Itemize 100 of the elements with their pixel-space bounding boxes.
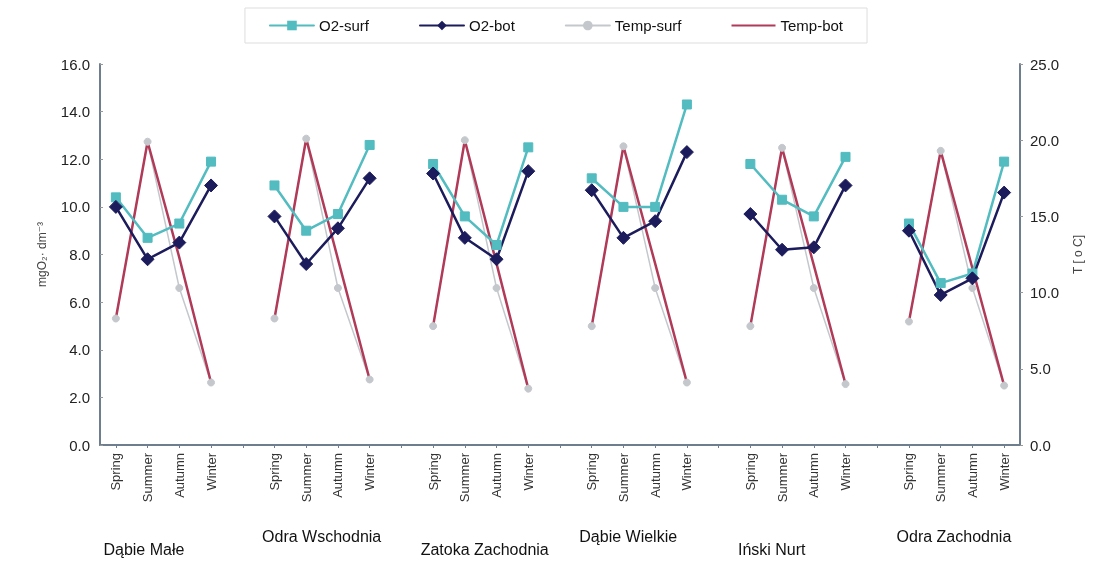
point xyxy=(364,139,375,150)
x-tick-label: Spring xyxy=(108,453,124,491)
point xyxy=(743,207,758,222)
point xyxy=(682,378,691,387)
point xyxy=(809,284,818,293)
y-tick-label: 4.0 xyxy=(69,341,90,359)
point xyxy=(965,271,980,286)
point xyxy=(999,156,1010,167)
text: Zatoka Zachodnia xyxy=(420,540,549,558)
point xyxy=(204,178,219,193)
y-tick-label: 10.0 xyxy=(60,198,90,216)
y2-tick-label: 0.0 xyxy=(1030,436,1051,454)
point xyxy=(459,211,470,222)
y-tick-label: 12.0 xyxy=(60,150,90,168)
y-axis-title: mgO₂· dm⁻³ xyxy=(35,222,49,287)
point xyxy=(140,252,155,267)
point xyxy=(172,235,187,250)
y-tick-label: 6.0 xyxy=(69,293,90,311)
x-tick-label: Summer xyxy=(140,452,156,503)
point xyxy=(679,145,694,160)
point xyxy=(778,143,787,152)
point xyxy=(841,380,850,389)
legend-label: O2-surf xyxy=(318,17,370,34)
y2-tick-label: 15.0 xyxy=(1030,207,1060,225)
y-tick-label: 0.0 xyxy=(69,436,90,454)
point xyxy=(651,284,660,293)
point xyxy=(904,317,913,326)
point xyxy=(840,151,851,162)
point xyxy=(997,185,1012,200)
point xyxy=(587,322,596,331)
y-tick-label: 2.0 xyxy=(69,388,90,406)
text: Odra Zachodnia xyxy=(896,527,1012,545)
x-tick-label: Winter xyxy=(996,452,1012,491)
point xyxy=(457,230,472,245)
point xyxy=(616,230,631,245)
point xyxy=(460,136,469,145)
x-tick-label: Summer xyxy=(298,452,314,503)
point xyxy=(491,239,502,250)
point xyxy=(933,287,948,302)
y-tick-label: 16.0 xyxy=(60,55,90,73)
x-tick-label: Spring xyxy=(901,453,917,491)
point xyxy=(618,201,629,212)
legend-label: Temp-bot xyxy=(780,17,844,34)
x-tick-label: Spring xyxy=(742,453,758,491)
point xyxy=(648,214,663,229)
x-tick-label: Autumn xyxy=(964,453,980,498)
point xyxy=(302,134,311,143)
point xyxy=(808,211,819,222)
x-tick-label: Winter xyxy=(838,452,854,491)
x-tick-label: Spring xyxy=(266,453,282,491)
y2-tick-label: 25.0 xyxy=(1030,55,1060,73)
point xyxy=(332,209,343,220)
y2-tick-label: 20.0 xyxy=(1030,131,1060,149)
point xyxy=(968,284,977,293)
point xyxy=(775,242,790,257)
point xyxy=(299,257,314,272)
point xyxy=(429,322,438,331)
point xyxy=(428,159,439,170)
point xyxy=(524,384,533,393)
point xyxy=(806,240,821,255)
point xyxy=(777,194,788,205)
x-tick-label: Spring xyxy=(584,453,600,491)
y2-tick-label: 10.0 xyxy=(1030,284,1060,302)
x-tick-label: Winter xyxy=(520,452,536,491)
y-tick-label: 8.0 xyxy=(69,246,90,263)
x-tick-label: Summer xyxy=(774,452,790,503)
point xyxy=(110,192,121,203)
point xyxy=(681,99,692,110)
x-tick-label: Autumn xyxy=(489,453,505,498)
x-tick-label: Winter xyxy=(679,452,695,491)
point xyxy=(586,173,597,184)
x-tick-label: Summer xyxy=(457,452,473,503)
point xyxy=(619,142,628,151)
point xyxy=(492,284,501,293)
point xyxy=(365,375,374,384)
point xyxy=(330,221,345,236)
point xyxy=(111,314,120,323)
x-tick-label: Summer xyxy=(615,452,631,503)
x-tick-label: Autumn xyxy=(330,453,346,498)
point xyxy=(174,218,185,229)
point xyxy=(745,159,756,170)
legend-label: O2-bot xyxy=(468,17,516,34)
point xyxy=(142,232,153,243)
point xyxy=(838,178,853,193)
point xyxy=(426,166,441,181)
point xyxy=(935,278,946,289)
text: Odra Wschodnia xyxy=(262,527,382,545)
point xyxy=(206,156,217,167)
point xyxy=(650,201,661,212)
x-tick-label: Spring xyxy=(425,453,441,491)
x-tick-label: Autumn xyxy=(647,453,663,498)
point xyxy=(746,322,755,331)
point xyxy=(269,180,280,191)
text: Iński Nurt xyxy=(737,540,807,558)
text: Dąbie Małe xyxy=(103,540,185,558)
legend-label: Temp-surf xyxy=(614,17,683,34)
point xyxy=(489,252,504,267)
point xyxy=(362,171,377,186)
point xyxy=(901,223,916,238)
point xyxy=(333,284,342,293)
